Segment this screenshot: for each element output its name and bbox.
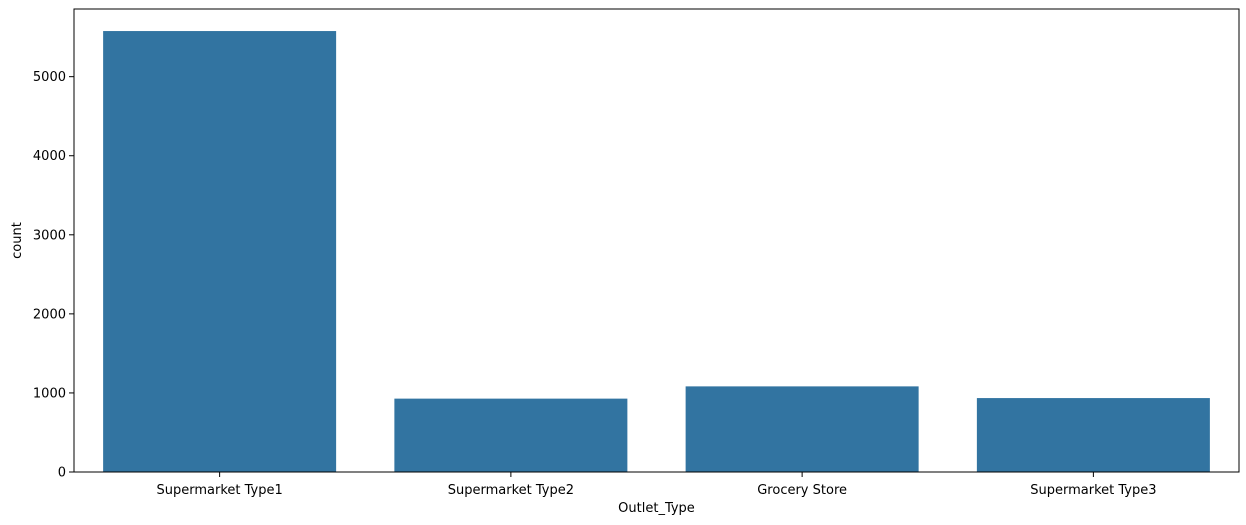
y-tick-label: 1000 [33,386,66,401]
y-tick-label: 4000 [33,149,66,164]
bar-2 [685,386,919,472]
bars-group [103,31,1210,473]
bar-0 [103,31,337,473]
x-tick-label: Supermarket Type1 [156,483,282,498]
y-tick-label: 0 [58,466,66,481]
x-axis-label: Outlet_Type [618,501,695,516]
x-axis-ticks: Supermarket Type1 Supermarket Type2 Grocer… [156,472,1157,498]
bar-3 [976,398,1210,472]
x-tick-label: Grocery Store [757,483,847,498]
y-tick-label: 5000 [33,70,66,85]
y-axis-label: count [10,222,25,259]
x-tick-label: Supermarket Type3 [1030,483,1156,498]
bar-1 [394,398,628,472]
y-tick-label: 3000 [33,228,66,243]
y-tick-label: 2000 [33,307,66,322]
y-axis-ticks: 0 1000 2000 3000 4000 5000 [33,70,74,481]
x-tick-label: Supermarket Type2 [448,483,574,498]
plot-frame [73,8,1240,473]
